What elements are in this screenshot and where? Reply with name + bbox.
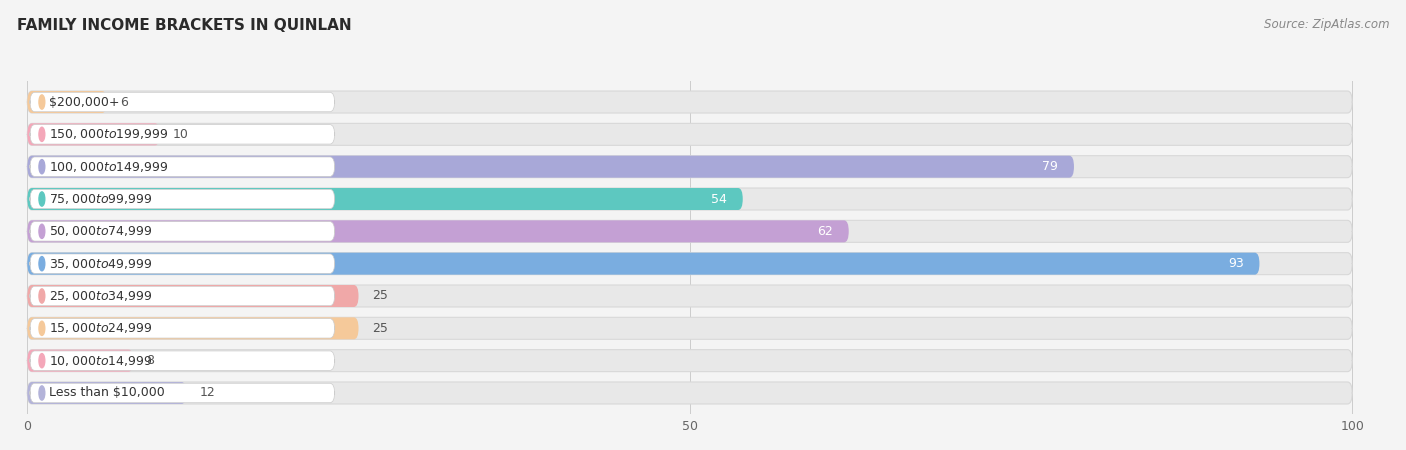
- FancyBboxPatch shape: [27, 317, 359, 339]
- FancyBboxPatch shape: [27, 123, 160, 145]
- Text: 62: 62: [817, 225, 832, 238]
- FancyBboxPatch shape: [30, 286, 335, 306]
- FancyBboxPatch shape: [27, 188, 742, 210]
- Text: $100,000 to $149,999: $100,000 to $149,999: [49, 160, 169, 174]
- FancyBboxPatch shape: [27, 220, 849, 243]
- FancyBboxPatch shape: [27, 382, 186, 404]
- Circle shape: [39, 127, 45, 141]
- FancyBboxPatch shape: [27, 156, 1353, 178]
- Circle shape: [39, 289, 45, 303]
- FancyBboxPatch shape: [27, 285, 1353, 307]
- FancyBboxPatch shape: [27, 123, 1353, 145]
- Text: 6: 6: [120, 95, 128, 108]
- FancyBboxPatch shape: [27, 252, 1353, 274]
- Text: 54: 54: [711, 193, 727, 206]
- Text: $25,000 to $34,999: $25,000 to $34,999: [49, 289, 153, 303]
- FancyBboxPatch shape: [27, 91, 1353, 113]
- Text: 10: 10: [173, 128, 188, 141]
- Text: 25: 25: [371, 322, 388, 335]
- Text: 25: 25: [371, 289, 388, 302]
- Circle shape: [39, 321, 45, 335]
- FancyBboxPatch shape: [27, 350, 134, 372]
- Text: $35,000 to $49,999: $35,000 to $49,999: [49, 256, 153, 270]
- FancyBboxPatch shape: [30, 254, 335, 273]
- Text: $150,000 to $199,999: $150,000 to $199,999: [49, 127, 169, 141]
- FancyBboxPatch shape: [27, 317, 1353, 339]
- FancyBboxPatch shape: [30, 92, 335, 112]
- FancyBboxPatch shape: [27, 156, 1074, 178]
- FancyBboxPatch shape: [30, 383, 335, 403]
- FancyBboxPatch shape: [30, 189, 335, 209]
- Text: $200,000+: $200,000+: [49, 95, 120, 108]
- FancyBboxPatch shape: [27, 188, 1353, 210]
- FancyBboxPatch shape: [30, 319, 335, 338]
- Text: 12: 12: [200, 387, 215, 400]
- Text: $15,000 to $24,999: $15,000 to $24,999: [49, 321, 153, 335]
- Circle shape: [39, 160, 45, 174]
- FancyBboxPatch shape: [27, 220, 1353, 243]
- FancyBboxPatch shape: [30, 222, 335, 241]
- FancyBboxPatch shape: [30, 125, 335, 144]
- Text: Source: ZipAtlas.com: Source: ZipAtlas.com: [1264, 18, 1389, 31]
- Circle shape: [39, 224, 45, 238]
- Circle shape: [39, 354, 45, 368]
- FancyBboxPatch shape: [27, 91, 107, 113]
- Circle shape: [39, 386, 45, 400]
- FancyBboxPatch shape: [27, 382, 1353, 404]
- FancyBboxPatch shape: [30, 351, 335, 370]
- FancyBboxPatch shape: [27, 285, 359, 307]
- Text: 79: 79: [1042, 160, 1059, 173]
- Text: FAMILY INCOME BRACKETS IN QUINLAN: FAMILY INCOME BRACKETS IN QUINLAN: [17, 18, 352, 33]
- Text: 93: 93: [1227, 257, 1243, 270]
- Text: $10,000 to $14,999: $10,000 to $14,999: [49, 354, 153, 368]
- Text: $75,000 to $99,999: $75,000 to $99,999: [49, 192, 153, 206]
- Text: Less than $10,000: Less than $10,000: [49, 387, 165, 400]
- Circle shape: [39, 192, 45, 206]
- Text: $50,000 to $74,999: $50,000 to $74,999: [49, 225, 153, 239]
- FancyBboxPatch shape: [30, 157, 335, 176]
- Circle shape: [39, 95, 45, 109]
- FancyBboxPatch shape: [27, 350, 1353, 372]
- Circle shape: [39, 256, 45, 271]
- FancyBboxPatch shape: [27, 252, 1260, 274]
- Text: 8: 8: [146, 354, 155, 367]
